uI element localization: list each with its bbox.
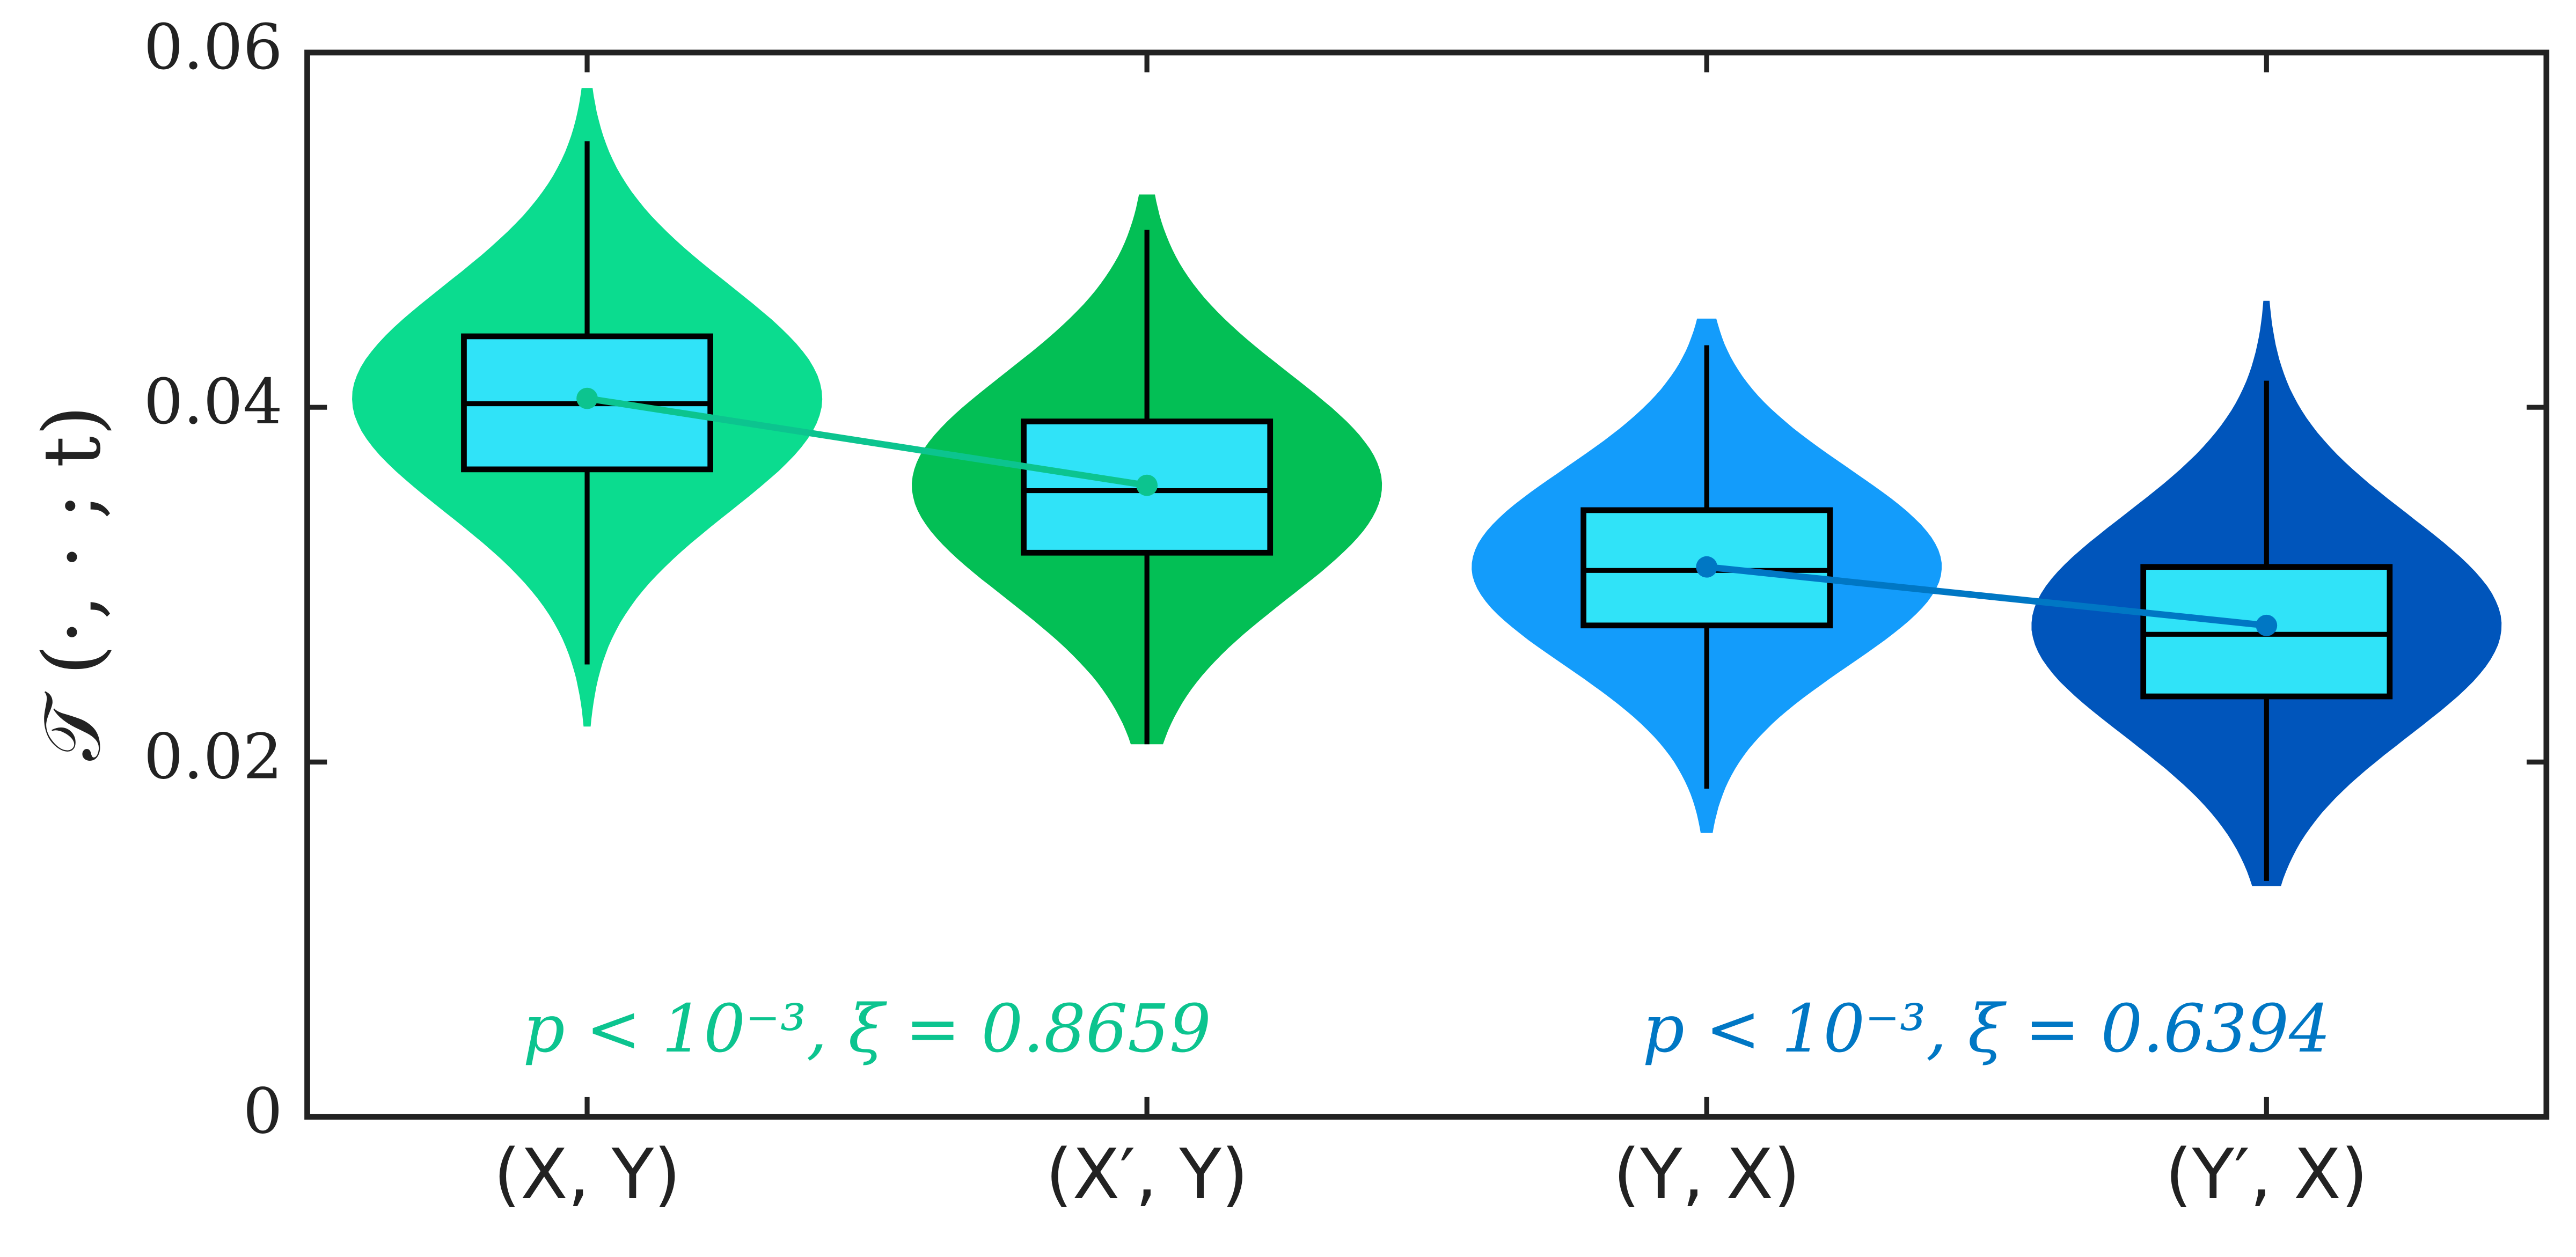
- y-tick-label: 0.06: [144, 11, 283, 84]
- x-tick-label: (X′, Y): [1045, 1135, 1248, 1215]
- x-tick-label: (Y, X): [1613, 1135, 1801, 1215]
- mean-marker: [1696, 556, 1718, 578]
- box: [1021, 418, 1274, 556]
- y-tick-label: 0.02: [144, 721, 283, 793]
- mean-line: [587, 395, 1148, 489]
- y-axis-label: 𝒯 (·, · ; t): [26, 405, 118, 761]
- annotation: p < 10⁻³, ξ = 0.8659: [523, 990, 1211, 1067]
- mean-line: [1706, 563, 2267, 629]
- mean-marker: [1136, 474, 1158, 496]
- annotation: p < 10⁻³, ξ = 0.6394: [1643, 990, 2331, 1067]
- y-tick-label: 0.04: [144, 366, 283, 438]
- y-tick-label: 0: [243, 1076, 283, 1148]
- x-tick-label: (Y′, X): [2165, 1135, 2368, 1215]
- x-tick-label: (X, Y): [494, 1135, 681, 1215]
- mean-marker: [576, 387, 598, 409]
- plot-frame: [304, 49, 2550, 1120]
- mean-marker: [2256, 614, 2278, 636]
